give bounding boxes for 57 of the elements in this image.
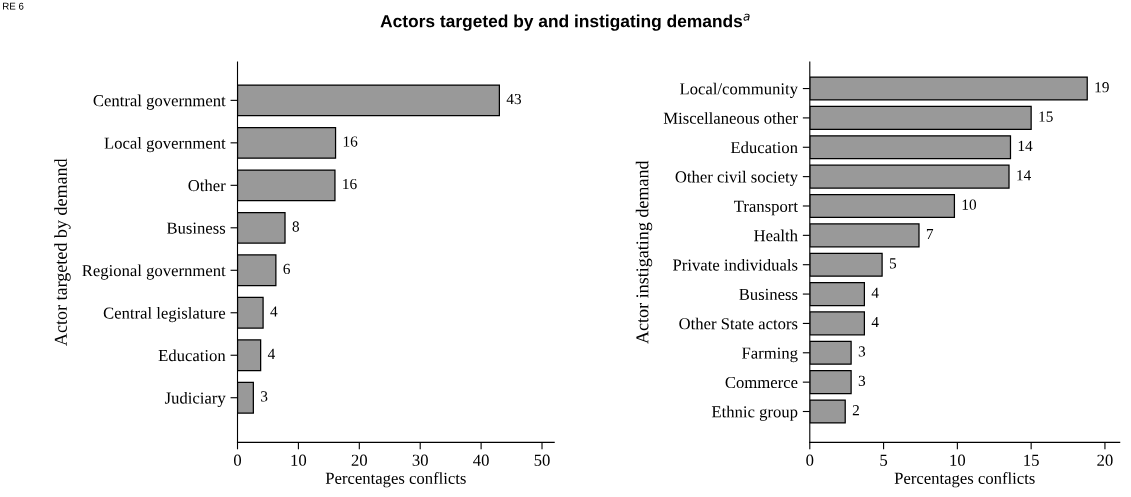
y-tick-label: Central government: [93, 94, 226, 110]
y-tick-label: Transport: [734, 200, 798, 216]
x-axis-title: Percentages conflicts: [325, 472, 466, 488]
data-label: 16: [343, 178, 357, 190]
data-label: 4: [267, 348, 275, 359]
y-axis-title: Actor instigating demand: [635, 160, 653, 344]
data-label: 7: [926, 229, 934, 240]
y-tick-label: Education: [730, 141, 798, 154]
y-tick-label: Other civil society: [675, 170, 798, 187]
data-label: 4: [871, 287, 879, 298]
y-tick-label: Regional government: [82, 264, 226, 280]
data-label: 10: [962, 199, 977, 210]
y-tick-label: Judiciary: [164, 391, 226, 408]
data-label: 3: [858, 346, 866, 357]
data-label: 8: [292, 221, 300, 232]
x-axis-title: Percentages conflicts: [894, 472, 1035, 488]
data-label: 15: [1039, 111, 1053, 122]
y-tick-label: Commerce: [725, 376, 798, 389]
y-tick-label: Health: [754, 229, 798, 242]
x-tick-label: 10: [291, 454, 307, 466]
x-tick-label: 0: [233, 454, 242, 466]
y-tick-label: Local government: [104, 137, 226, 153]
data-label: 5: [889, 258, 897, 269]
data-label: 4: [871, 317, 879, 328]
y-tick-label: Other: [188, 179, 226, 192]
y-tick-label: Education: [158, 349, 226, 362]
y-tick-label: Farming: [741, 347, 798, 363]
y-tick-label: Ethnic group: [711, 405, 798, 421]
data-label: 6: [283, 263, 290, 275]
chart-title: Actors targeted by and instigating demands$^{a}$: [380, 13, 750, 31]
x-tick-label: 0: [806, 454, 814, 466]
data-label: 3: [858, 375, 866, 386]
data-label: 14: [1017, 170, 1031, 181]
data-label: 2: [852, 405, 859, 416]
y-tick-label: Central legislature: [103, 306, 226, 323]
text: RE 6: [3, 2, 24, 10]
data-label: 3: [261, 391, 268, 402]
x-tick-label: 40: [473, 454, 489, 466]
y-tick-label: Other State actors: [679, 317, 798, 330]
x-tick-label: 15: [1024, 454, 1039, 466]
y-tick-label: Business: [166, 222, 226, 234]
y-tick-label: Business: [739, 288, 798, 301]
data-label: 19: [1095, 82, 1109, 93]
x-tick-label: 50: [534, 454, 550, 466]
y-axis-title: Actor targeted by demand: [54, 158, 71, 346]
data-label: 4: [270, 306, 278, 317]
y-tick-label: Local/community: [679, 82, 798, 98]
y-tick-label: Miscellaneous other: [663, 112, 798, 124]
x-tick-label: 20: [1097, 454, 1113, 466]
data-label: 14: [1018, 140, 1033, 151]
data-label: 16: [343, 136, 358, 147]
x-tick-label: 20: [351, 454, 368, 466]
x-tick-label: 30: [412, 454, 428, 466]
y-tick-label: Private individuals: [673, 258, 798, 271]
x-tick-label: 10: [950, 454, 966, 466]
data-label: 43: [506, 93, 522, 105]
x-tick-label: 5: [880, 454, 888, 466]
